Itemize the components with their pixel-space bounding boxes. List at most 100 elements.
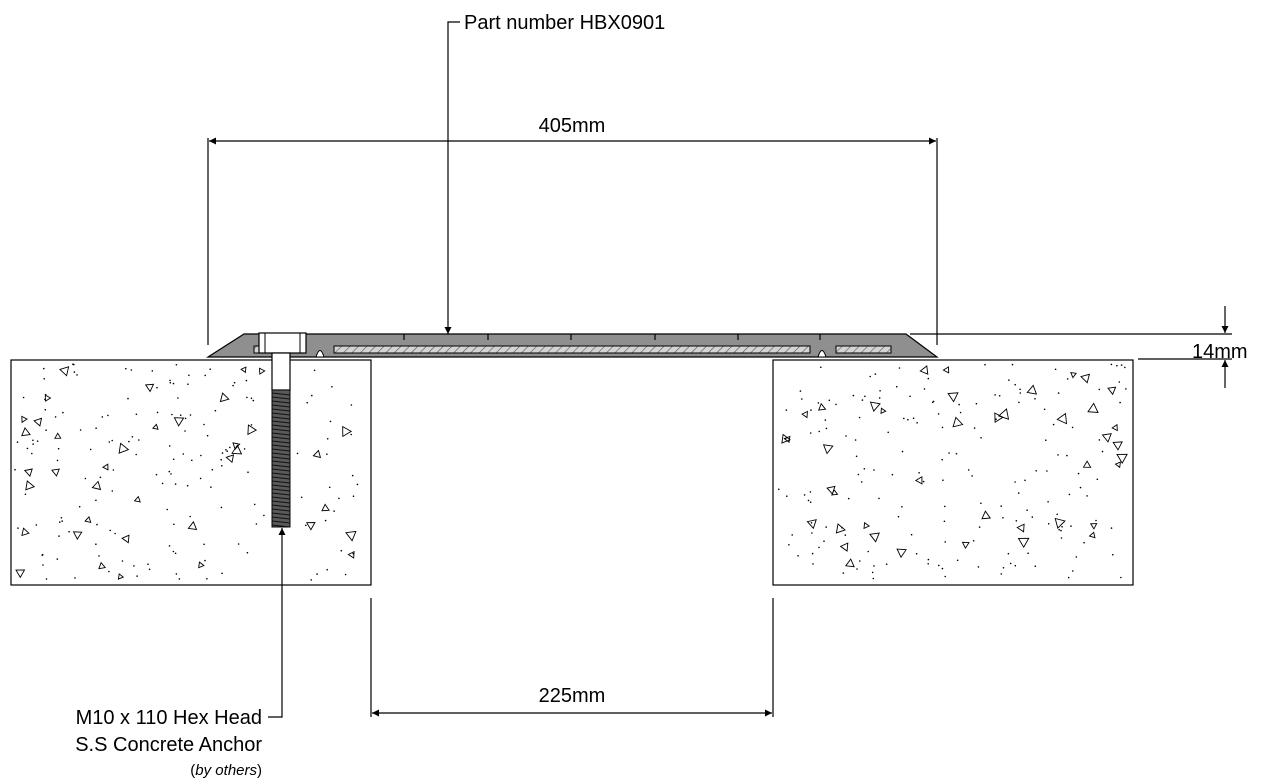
aggregate-dot [785,409,788,411]
aggregate-dot [252,399,255,402]
aggregate-dot [200,454,202,457]
aggregate-dot [1008,379,1010,381]
aggregate-dot [844,534,847,536]
aggregate-dot [1071,426,1074,429]
aggregate-stone [1101,433,1112,443]
aggregate-dot [1057,454,1059,456]
aggregate-dot [84,477,87,480]
aggregate-dot [255,523,258,525]
aggregate-dot [1072,570,1074,572]
aggregate-dot [186,484,189,487]
aggregate-dot [916,422,918,424]
aggregate-dot [824,419,827,421]
aggregate-dot [967,469,970,471]
aggregate-stone [822,444,834,455]
aggregate-dot [1079,486,1082,489]
thread-line [271,468,291,472]
aggregate-dot [76,374,78,376]
thread-line [271,392,291,396]
aggregate-dot [978,526,981,528]
aggregate-stone [232,442,241,451]
dimension-overall-width [207,137,938,345]
aggregate-stone [1082,460,1092,468]
aggregate-dot [206,434,209,437]
aggregate-dot [78,505,81,508]
aggregate-dot [1031,516,1034,518]
aggregate-dot [818,546,820,549]
aggregate-dot [855,455,858,458]
aggregate-dot [96,523,98,526]
aggregate-stone [781,433,791,444]
aggregate-dot [250,424,253,426]
aggregate-stone [33,417,43,427]
thread-line [271,440,291,444]
aggregate-dot [1095,519,1097,522]
aggregate-dot [189,515,191,518]
aggregate-dot [1075,556,1078,558]
aggregate-dot [938,564,940,567]
aggregate-dot [44,408,47,411]
aggregate-dot [209,368,211,371]
aggregate-dot [14,468,16,471]
aggregate-dot [17,527,19,529]
aggregate-stone [54,432,62,439]
thread-line [271,512,291,516]
aggregate-stone [869,532,880,543]
dimension-height [910,306,1232,388]
aggregate-dot [1014,564,1017,567]
aggregate-dot [253,503,256,506]
aggregate-stone [1114,461,1121,469]
aggregate-dot [1098,439,1101,441]
aggregate-stone [305,522,316,531]
aggregate-dot [995,418,997,421]
aggregate-dot [177,397,179,399]
aggregate-dot [172,458,175,461]
aggregate-dot [910,533,913,536]
aggregate-dot [1110,527,1113,529]
aggregate-dot [45,429,47,432]
aggregate-dot [310,579,313,581]
aggregate-dot [178,578,181,580]
aggregate-dot [169,381,172,384]
aggregate-dot [786,495,788,498]
aggregate-stone [321,503,330,512]
aggregate-dot [1118,381,1121,383]
aggregate-dot [138,439,140,441]
aggregate-dot [62,411,64,414]
aggregate-dot [43,378,45,380]
aggregate-dot [107,414,109,417]
aggregate-dot [356,483,359,486]
height-label: 14mm [1192,341,1248,363]
aggregate-dot [1014,481,1016,483]
aggregate-dot [972,540,975,542]
aggregate-dot [1110,363,1113,366]
aggregate-dot [344,573,347,576]
aggregate-stone [981,510,992,520]
aggregate-dot [225,449,227,451]
aggregate-dot [874,373,877,375]
aggregate-dot [861,399,864,401]
aggregate-dot [169,379,171,382]
aggregate-stone [152,423,159,430]
aggregate-dot [199,477,202,480]
aggregate-dot [931,401,934,404]
aggregate-stone [1111,423,1118,432]
aggregate-dot [1017,492,1020,494]
thread-line [271,524,291,528]
concrete-slab-left [10,359,372,586]
aggregate-dot [58,535,60,537]
aggregate-dot [1098,388,1101,391]
aggregate-dot [125,367,127,370]
aggregate-dot [788,544,790,546]
aggregate-stone [259,367,266,375]
aggregate-dot [1101,450,1104,453]
aggregate-dot [878,497,880,500]
aggregate-stone [835,523,846,534]
aggregate-dot [326,568,329,571]
aggregate-dot [856,568,858,570]
aggregate-dot [1000,573,1003,575]
aggregate-dot [184,430,186,432]
aggregate-dot [810,409,812,411]
aggregate-stone [21,527,30,537]
aggregate-dot [237,543,240,545]
